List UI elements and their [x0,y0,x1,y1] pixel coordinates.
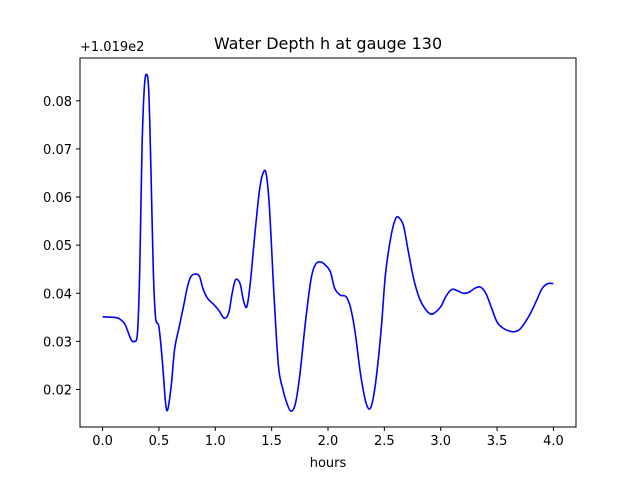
x-tick-label: 1.5 [261,434,282,449]
y-tick-label: 0.07 [43,143,72,158]
x-tick-label: 0.0 [92,434,113,449]
series-layer [102,73,554,412]
y-tick-label: 0.04 [43,287,72,302]
y-tick-label: 0.08 [43,95,72,110]
x-tick-label: 2.0 [318,434,339,449]
x-axis-label: hours [310,456,347,471]
y-axis-ticks: 0.02 0.03 0.04 0.05 0.06 0.07 0.08 [43,95,80,398]
y-tick-label: 0.03 [43,335,72,350]
x-axis-ticks: 0.0 0.5 1.0 1.5 2.0 2.5 3.0 3.5 4.0 [92,427,564,449]
chart-title: Water Depth h at gauge 130 [214,34,442,53]
x-tick-label: 4.0 [543,434,564,449]
plot-frame [79,57,577,428]
y-tick-label: 0.02 [43,383,72,398]
y-offset-label: +1.019e2 [80,40,144,55]
y-tick-label: 0.05 [43,239,72,254]
y-tick-label: 0.06 [43,191,72,206]
x-tick-label: 1.0 [205,434,226,449]
x-tick-label: 0.5 [149,434,170,449]
x-tick-label: 3.5 [487,434,508,449]
series-line [102,73,554,412]
x-tick-label: 3.0 [430,434,451,449]
x-tick-label: 2.5 [374,434,395,449]
